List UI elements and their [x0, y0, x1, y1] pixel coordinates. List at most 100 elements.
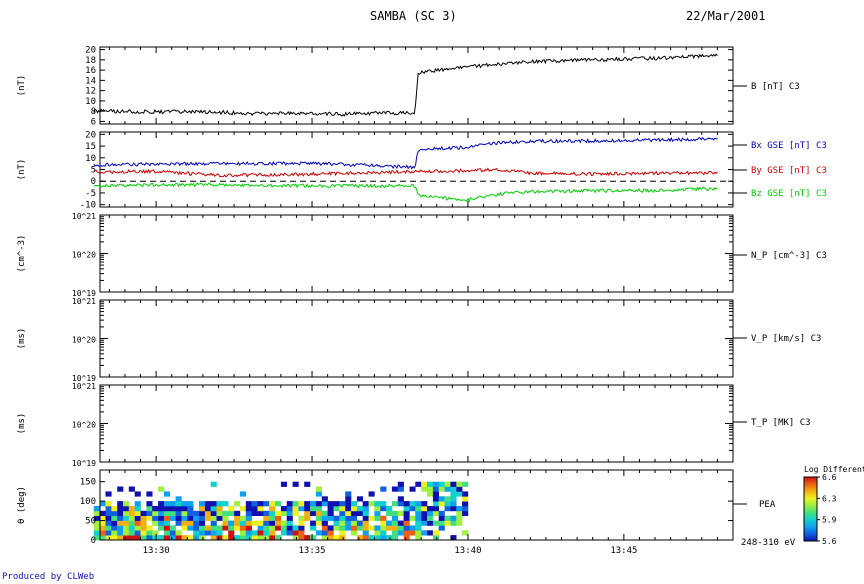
heatmap-cell [462, 506, 469, 512]
heatmap-cell [181, 515, 188, 521]
heatmap-cell [397, 486, 404, 492]
heatmap-cell [327, 506, 334, 512]
heatmap-cell [415, 520, 422, 526]
heatmap-cell [415, 525, 422, 531]
heatmap-cell [362, 510, 369, 516]
heatmap-cell [251, 535, 258, 541]
heatmap-cell [280, 510, 287, 516]
heatmap-cell [368, 501, 375, 507]
heatmap-cell [263, 510, 270, 516]
heatmap-cell [421, 515, 428, 521]
heatmap-cell [351, 510, 358, 516]
panel-1-ytick-label: 10 [85, 97, 96, 107]
heatmap-cell [333, 515, 340, 521]
heatmap-cell [158, 510, 165, 516]
heatmap-cell [403, 520, 410, 526]
heatmap-cell [397, 525, 404, 531]
heatmap-cell [181, 501, 188, 507]
heatmap-cell [280, 481, 287, 487]
heatmap-cell [263, 515, 270, 521]
heatmap-cell [123, 525, 130, 531]
heatmap-cell [105, 515, 112, 521]
heatmap-cell [403, 535, 410, 541]
heatmap-cell [421, 501, 428, 507]
heatmap-cell [304, 515, 311, 521]
heatmap-cell [181, 535, 188, 541]
heatmap-cell [158, 535, 165, 541]
heatmap-cell [374, 501, 381, 507]
heatmap-cell [158, 525, 165, 531]
heatmap-cell [409, 506, 416, 512]
heatmap-cell [421, 510, 428, 516]
heatmap-cell [204, 515, 211, 521]
heatmap-cell [432, 491, 439, 497]
heatmap-cell [310, 506, 317, 512]
panel-4-ylabel: (ms) [17, 328, 27, 350]
panel-6-ytick-label: 100 [80, 497, 96, 507]
heatmap-cell [444, 486, 451, 492]
panel-2-ylabel: (nT) [17, 159, 27, 181]
heatmap-cell [339, 525, 346, 531]
heatmap-cell [245, 530, 252, 536]
energy-range-label: 248-310 eV [741, 538, 796, 548]
heatmap-cell [210, 510, 217, 516]
heatmap-cell [275, 520, 282, 526]
heatmap-cell [362, 520, 369, 526]
heatmap-cell [158, 501, 165, 507]
heatmap-cell [216, 510, 223, 516]
heatmap-cell [386, 535, 393, 541]
heatmap-cell [427, 491, 434, 497]
heatmap-cell [93, 515, 100, 521]
heatmap-cell [239, 525, 246, 531]
panel-2-ytick-label: 0 [91, 177, 96, 187]
heatmap-cell [368, 515, 375, 521]
heatmap-cell [245, 525, 252, 531]
by-line [93, 167, 718, 178]
heatmap-cell [134, 535, 141, 541]
heatmap-cell [134, 510, 141, 516]
clweb-credit[interactable]: Produced by CLWeb [2, 572, 95, 582]
heatmap-cell [117, 525, 124, 531]
heatmap-cell [438, 510, 445, 516]
heatmap-cell [456, 481, 463, 487]
heatmap-cell [187, 515, 194, 521]
heatmap-cell [187, 525, 194, 531]
heatmap-cell [374, 506, 381, 512]
heatmap-cell [356, 510, 363, 516]
heatmap-cell [169, 506, 176, 512]
heatmap-cell [140, 510, 147, 516]
heatmap-cell [304, 501, 311, 507]
heatmap-cell [374, 535, 381, 541]
panel-5-ytick-label: 10^20 [72, 421, 96, 430]
panel-6-frame [99, 469, 734, 541]
heatmap-cell [134, 501, 141, 507]
heatmap-cell [427, 520, 434, 526]
heatmap-cell [228, 520, 235, 526]
heatmap-cell [210, 520, 217, 526]
heatmap-cell [321, 501, 328, 507]
heatmap-cell [391, 525, 398, 531]
heatmap-cell [304, 481, 311, 487]
series-label: Bx GSE [nT] C3 [751, 141, 827, 151]
heatmap-cell [181, 506, 188, 512]
heatmap-cell [380, 501, 387, 507]
heatmap-cell [391, 535, 398, 541]
heatmap-cell [99, 520, 106, 526]
heatmap-cell [351, 520, 358, 526]
heatmap-cell [123, 530, 130, 536]
heatmap-cell [292, 530, 299, 536]
heatmap-cell [146, 525, 153, 531]
heatmap-cell [111, 535, 118, 541]
heatmap-cell [93, 510, 100, 516]
heatmap-cell [315, 510, 322, 516]
panel-6-ytick-label: 50 [85, 517, 96, 527]
heatmap-cell [199, 530, 206, 536]
heatmap-cell [362, 535, 369, 541]
heatmap-cell [146, 491, 153, 497]
heatmap-cell [99, 501, 106, 507]
heatmap-cell [356, 506, 363, 512]
heatmap-cell [438, 501, 445, 507]
heatmap-cell [210, 515, 217, 521]
heatmap-cell [351, 506, 358, 512]
heatmap-cell [438, 496, 445, 502]
